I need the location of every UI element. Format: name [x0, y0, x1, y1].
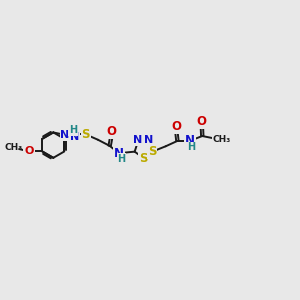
Text: O: O	[197, 116, 207, 128]
Text: H: H	[117, 154, 125, 164]
Text: N: N	[144, 135, 154, 145]
Text: S: S	[139, 152, 148, 164]
Text: O: O	[106, 125, 117, 139]
Text: N: N	[70, 132, 79, 142]
Text: S: S	[148, 145, 157, 158]
Text: H: H	[69, 125, 77, 136]
Text: N: N	[60, 130, 70, 140]
Text: S: S	[82, 128, 90, 141]
Text: CH₃: CH₃	[213, 135, 231, 144]
Text: N: N	[114, 147, 124, 160]
Text: O: O	[24, 146, 34, 157]
Text: N: N	[184, 134, 195, 147]
Text: H: H	[187, 142, 195, 152]
Text: N: N	[134, 135, 142, 145]
Text: CH₃: CH₃	[5, 143, 23, 152]
Text: O: O	[171, 120, 181, 133]
